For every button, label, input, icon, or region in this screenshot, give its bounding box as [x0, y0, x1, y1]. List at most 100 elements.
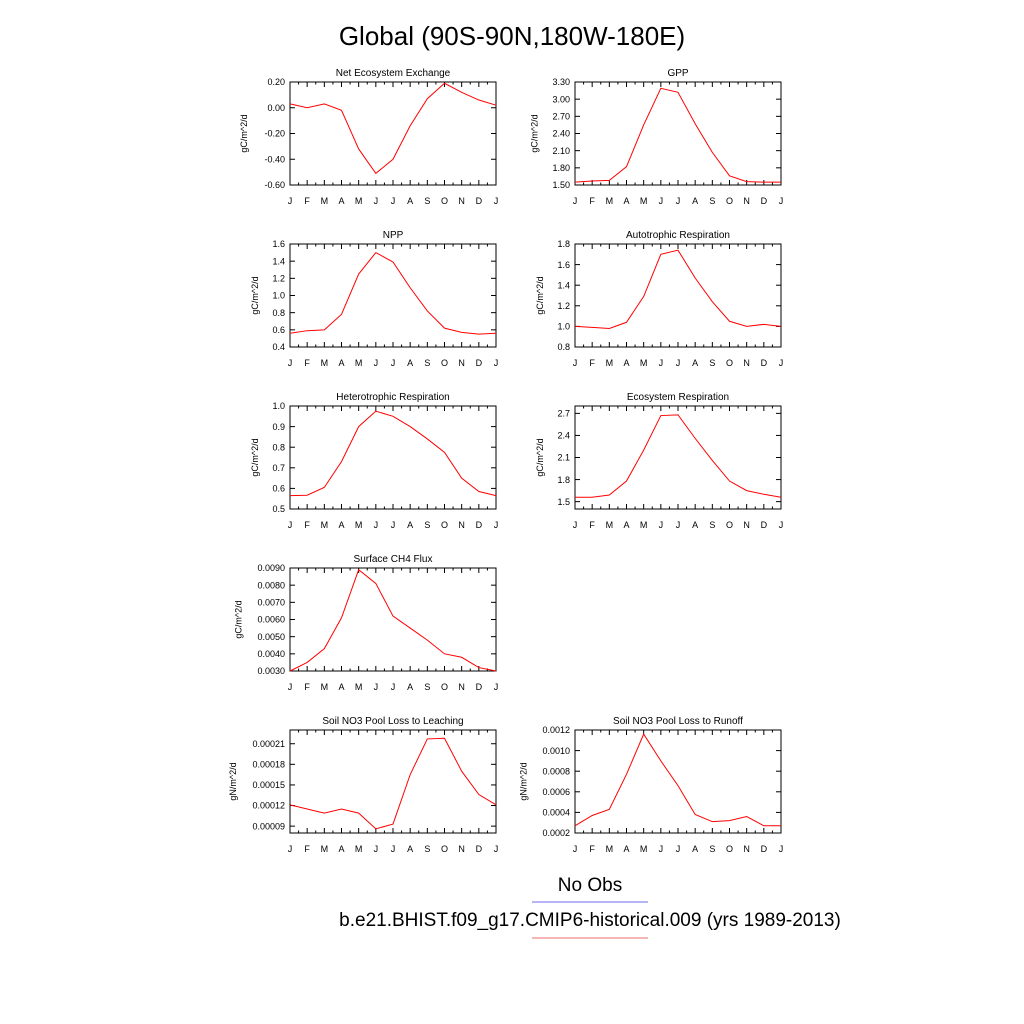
x-tick-label: S: [424, 358, 430, 368]
x-tick-label: S: [424, 844, 430, 854]
series-line: [289, 251, 497, 335]
x-tick-label: J: [374, 844, 379, 854]
x-tick-label: A: [338, 358, 344, 368]
x-tick-label: J: [659, 844, 664, 854]
y-tick-label: 0.4: [272, 342, 285, 352]
x-tick-label: A: [407, 358, 413, 368]
panel-surface-ch4-flux: J F M A M J J A S O N D J0.00900.00800.00700.00600.0…: [233, 554, 498, 692]
plot-frame: [289, 567, 497, 672]
x-tick-label: A: [338, 520, 344, 530]
x-tick-label: J: [391, 682, 396, 692]
y-axis-label: gC/m^2/d: [250, 276, 260, 314]
y-axis-label: gC/m^2/d: [239, 114, 249, 152]
y-tick-label: 2.10: [552, 146, 570, 156]
x-tick-label: D: [476, 358, 483, 368]
x-tick-label: J: [676, 358, 681, 368]
x-tick-label: S: [424, 682, 430, 692]
y-tick-label: 0.8: [272, 308, 285, 318]
plot-frame: [574, 81, 782, 186]
y-axis-label: gN/m^2/d: [228, 762, 238, 800]
x-tick-label: M: [355, 682, 363, 692]
x-tick-label: F: [589, 196, 595, 206]
x-tick-label: M: [355, 844, 363, 854]
y-tick-label: 0.00012: [252, 801, 285, 811]
x-tick-label: J: [676, 844, 681, 854]
panel-title: Soil NO3 Pool Loss to Leaching: [322, 716, 463, 727]
x-tick-label: O: [441, 520, 448, 530]
series-line: [574, 733, 781, 827]
y-tick-label: -0.40: [264, 154, 285, 164]
panel-title: GPP: [667, 68, 688, 79]
x-tick-label: M: [355, 520, 363, 530]
series-line: [575, 414, 782, 498]
x-tick-label: A: [407, 520, 413, 530]
x-tick-label: A: [338, 844, 344, 854]
y-tick-label: 2.4: [557, 431, 570, 441]
y-tick-label: 1.4: [557, 280, 570, 290]
x-tick-label: D: [761, 844, 768, 854]
x-tick-label: S: [424, 520, 430, 530]
x-tick-label: J: [573, 358, 578, 368]
x-tick-label: A: [623, 520, 629, 530]
x-tick-label: F: [304, 520, 310, 530]
y-tick-label: 1.8: [557, 475, 570, 485]
x-tick-label: J: [288, 844, 293, 854]
x-tick-label: D: [476, 196, 483, 206]
x-tick-label: N: [458, 844, 465, 854]
x-tick-label: J: [288, 358, 293, 368]
x-tick-label: J: [779, 196, 784, 206]
x-tick-label: A: [407, 844, 413, 854]
panel-title: Autotrophic Respiration: [626, 230, 730, 241]
panel-heterotrophic-respiration: J F M A M J J A S O N D J1.00.90.80.70.60.5Heterotro…: [250, 392, 498, 530]
y-tick-label: 0.8: [557, 342, 570, 352]
series-line: [289, 410, 497, 497]
x-tick-label: M: [321, 682, 329, 692]
x-tick-label: J: [374, 520, 379, 530]
x-tick-label: J: [391, 844, 396, 854]
y-tick-label: 1.0: [557, 322, 570, 332]
y-tick-label: 0.00018: [252, 760, 285, 770]
x-tick-label: J: [494, 358, 499, 368]
x-tick-label: J: [374, 196, 379, 206]
x-tick-label: N: [458, 196, 465, 206]
y-tick-label: 2.7: [557, 409, 570, 419]
x-tick-label: J: [494, 520, 499, 530]
x-tick-label: M: [321, 358, 329, 368]
y-tick-label: 0.0006: [542, 787, 570, 797]
panel-npp: J F M A M J J A S O N D J1.61.41.21.00.80.60.4NPPgC/…: [250, 230, 498, 368]
series-line: [574, 87, 781, 183]
legend-obs-label: No Obs: [558, 875, 622, 896]
panel-title: NPP: [383, 230, 404, 241]
y-tick-label: 1.6: [557, 260, 570, 270]
x-tick-label: S: [424, 196, 430, 206]
y-tick-label: 1.2: [272, 274, 285, 284]
y-tick-label: 0.0090: [257, 563, 285, 573]
figure-title: Global (90S-90N,180W-180E): [339, 21, 685, 51]
x-tick-label: J: [573, 520, 578, 530]
series-line: [289, 737, 497, 830]
plot-frame: [574, 243, 782, 348]
y-tick-label: 0.0070: [257, 598, 285, 608]
x-tick-label: A: [692, 844, 698, 854]
plot-frame: [289, 243, 497, 348]
x-tick-label: J: [391, 358, 396, 368]
y-tick-label: 3.00: [552, 94, 570, 104]
x-tick-label: O: [726, 196, 733, 206]
panel-title: Net Ecosystem Exchange: [336, 68, 451, 79]
y-tick-label: 0.00021: [252, 739, 285, 749]
x-tick-label: F: [304, 358, 310, 368]
x-tick-label: F: [589, 358, 595, 368]
y-tick-label: 0.00: [267, 103, 285, 113]
y-axis-label: gC/m^2/d: [233, 600, 243, 638]
y-tick-label: 0.0002: [542, 828, 570, 838]
panels: J F M A M J J A S O N D J0.200.00-0.20-0.40-0.60Net …: [228, 68, 783, 854]
x-tick-label: A: [692, 358, 698, 368]
x-tick-label: S: [709, 520, 715, 530]
x-tick-label: M: [321, 844, 329, 854]
y-tick-label: 0.6: [272, 325, 285, 335]
x-tick-label: A: [692, 520, 698, 530]
x-tick-label: D: [761, 520, 768, 530]
x-tick-label: M: [640, 196, 648, 206]
y-tick-label: 1.4: [272, 256, 285, 266]
